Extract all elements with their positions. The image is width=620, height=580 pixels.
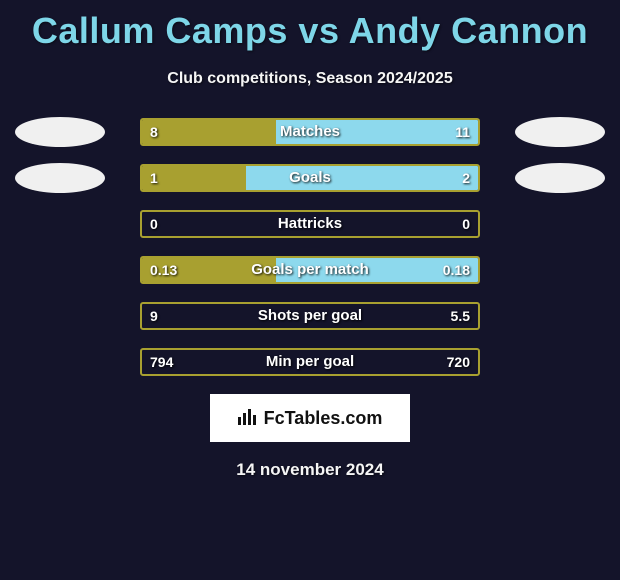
player-avatar-right bbox=[515, 117, 605, 147]
stat-row: 00Hattricks bbox=[0, 210, 620, 238]
stat-row: 811Matches bbox=[0, 118, 620, 146]
player-avatar-left bbox=[15, 163, 105, 193]
comparison-chart: 811Matches 12Goals 00Hattricks 0.130.18Goal… bbox=[0, 118, 620, 376]
stat-label: Hattricks bbox=[140, 210, 480, 238]
branding-badge: FcTables.com bbox=[210, 394, 410, 442]
comparison-subtitle: Club competitions, Season 2024/2025 bbox=[0, 70, 620, 88]
stat-label: Goals per match bbox=[140, 256, 480, 284]
comparison-title: Callum Camps vs Andy Cannon bbox=[0, 0, 620, 52]
branding-text: FcTables.com bbox=[264, 408, 383, 429]
stat-row: 0.130.18Goals per match bbox=[0, 256, 620, 284]
stat-row: 95.5Shots per goal bbox=[0, 302, 620, 330]
stat-label: Min per goal bbox=[140, 348, 480, 376]
stat-row: 12Goals bbox=[0, 164, 620, 192]
player-avatar-left bbox=[15, 117, 105, 147]
stat-row: 794720Min per goal bbox=[0, 348, 620, 376]
player-avatar-right bbox=[515, 163, 605, 193]
stat-label: Shots per goal bbox=[140, 302, 480, 330]
stat-label: Goals bbox=[140, 164, 480, 192]
generation-date: 14 november 2024 bbox=[0, 460, 620, 480]
stat-label: Matches bbox=[140, 118, 480, 146]
chart-icon bbox=[238, 407, 258, 430]
